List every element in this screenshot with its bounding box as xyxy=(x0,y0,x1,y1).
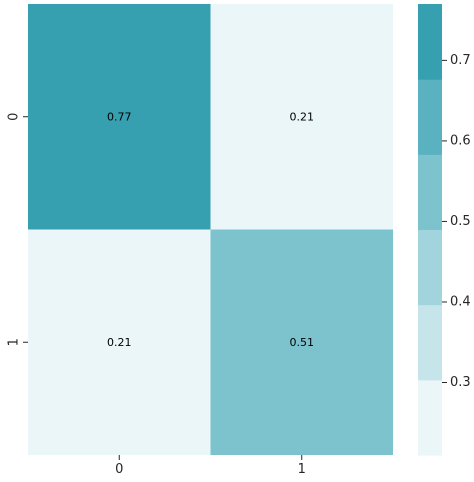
cell-value-label-r1-c0: 0.21 xyxy=(107,336,132,349)
colorbar-band-1 xyxy=(418,304,442,381)
colorbar-tick-label-4: 0.7 xyxy=(450,53,471,68)
heatmap-cell-r0-c0 xyxy=(28,4,211,230)
x-tick-label-0: 0 xyxy=(115,462,123,477)
cell-value-label-r0-c0: 0.77 xyxy=(107,110,132,123)
colorbar-band-0 xyxy=(418,379,442,456)
colorbar-band-3 xyxy=(418,154,442,230)
cell-value-label-r1-c1: 0.51 xyxy=(290,336,315,349)
y-axis: 01 xyxy=(7,113,28,346)
heatmap-cell-r1-c0 xyxy=(28,229,211,455)
heatmap-cells xyxy=(28,4,393,455)
colorbar-band-5 xyxy=(418,4,442,80)
colorbar-band-4 xyxy=(418,79,442,155)
cell-value-label-r0-c1: 0.21 xyxy=(290,110,315,123)
x-tick-label-1: 1 xyxy=(298,462,306,477)
colorbar-tick-label-0: 0.3 xyxy=(450,375,471,390)
y-tick-label-1: 1 xyxy=(7,338,22,346)
heatmap-cell-r1-c1 xyxy=(210,229,393,455)
colorbar-tick-label-2: 0.5 xyxy=(450,214,471,229)
heatmap-cell-r0-c1 xyxy=(210,4,393,230)
y-tick-label-0: 0 xyxy=(7,113,22,121)
colorbar-tick-label-3: 0.6 xyxy=(450,133,471,148)
colorbar: 0.3 0.4 0.5 0.6 0.7 xyxy=(418,4,471,456)
colorbar-band-2 xyxy=(418,229,442,306)
colorbar-tick-label-1: 0.4 xyxy=(450,294,471,309)
heatmap-annotations: 0.77 0.21 0.21 0.51 xyxy=(107,110,314,349)
